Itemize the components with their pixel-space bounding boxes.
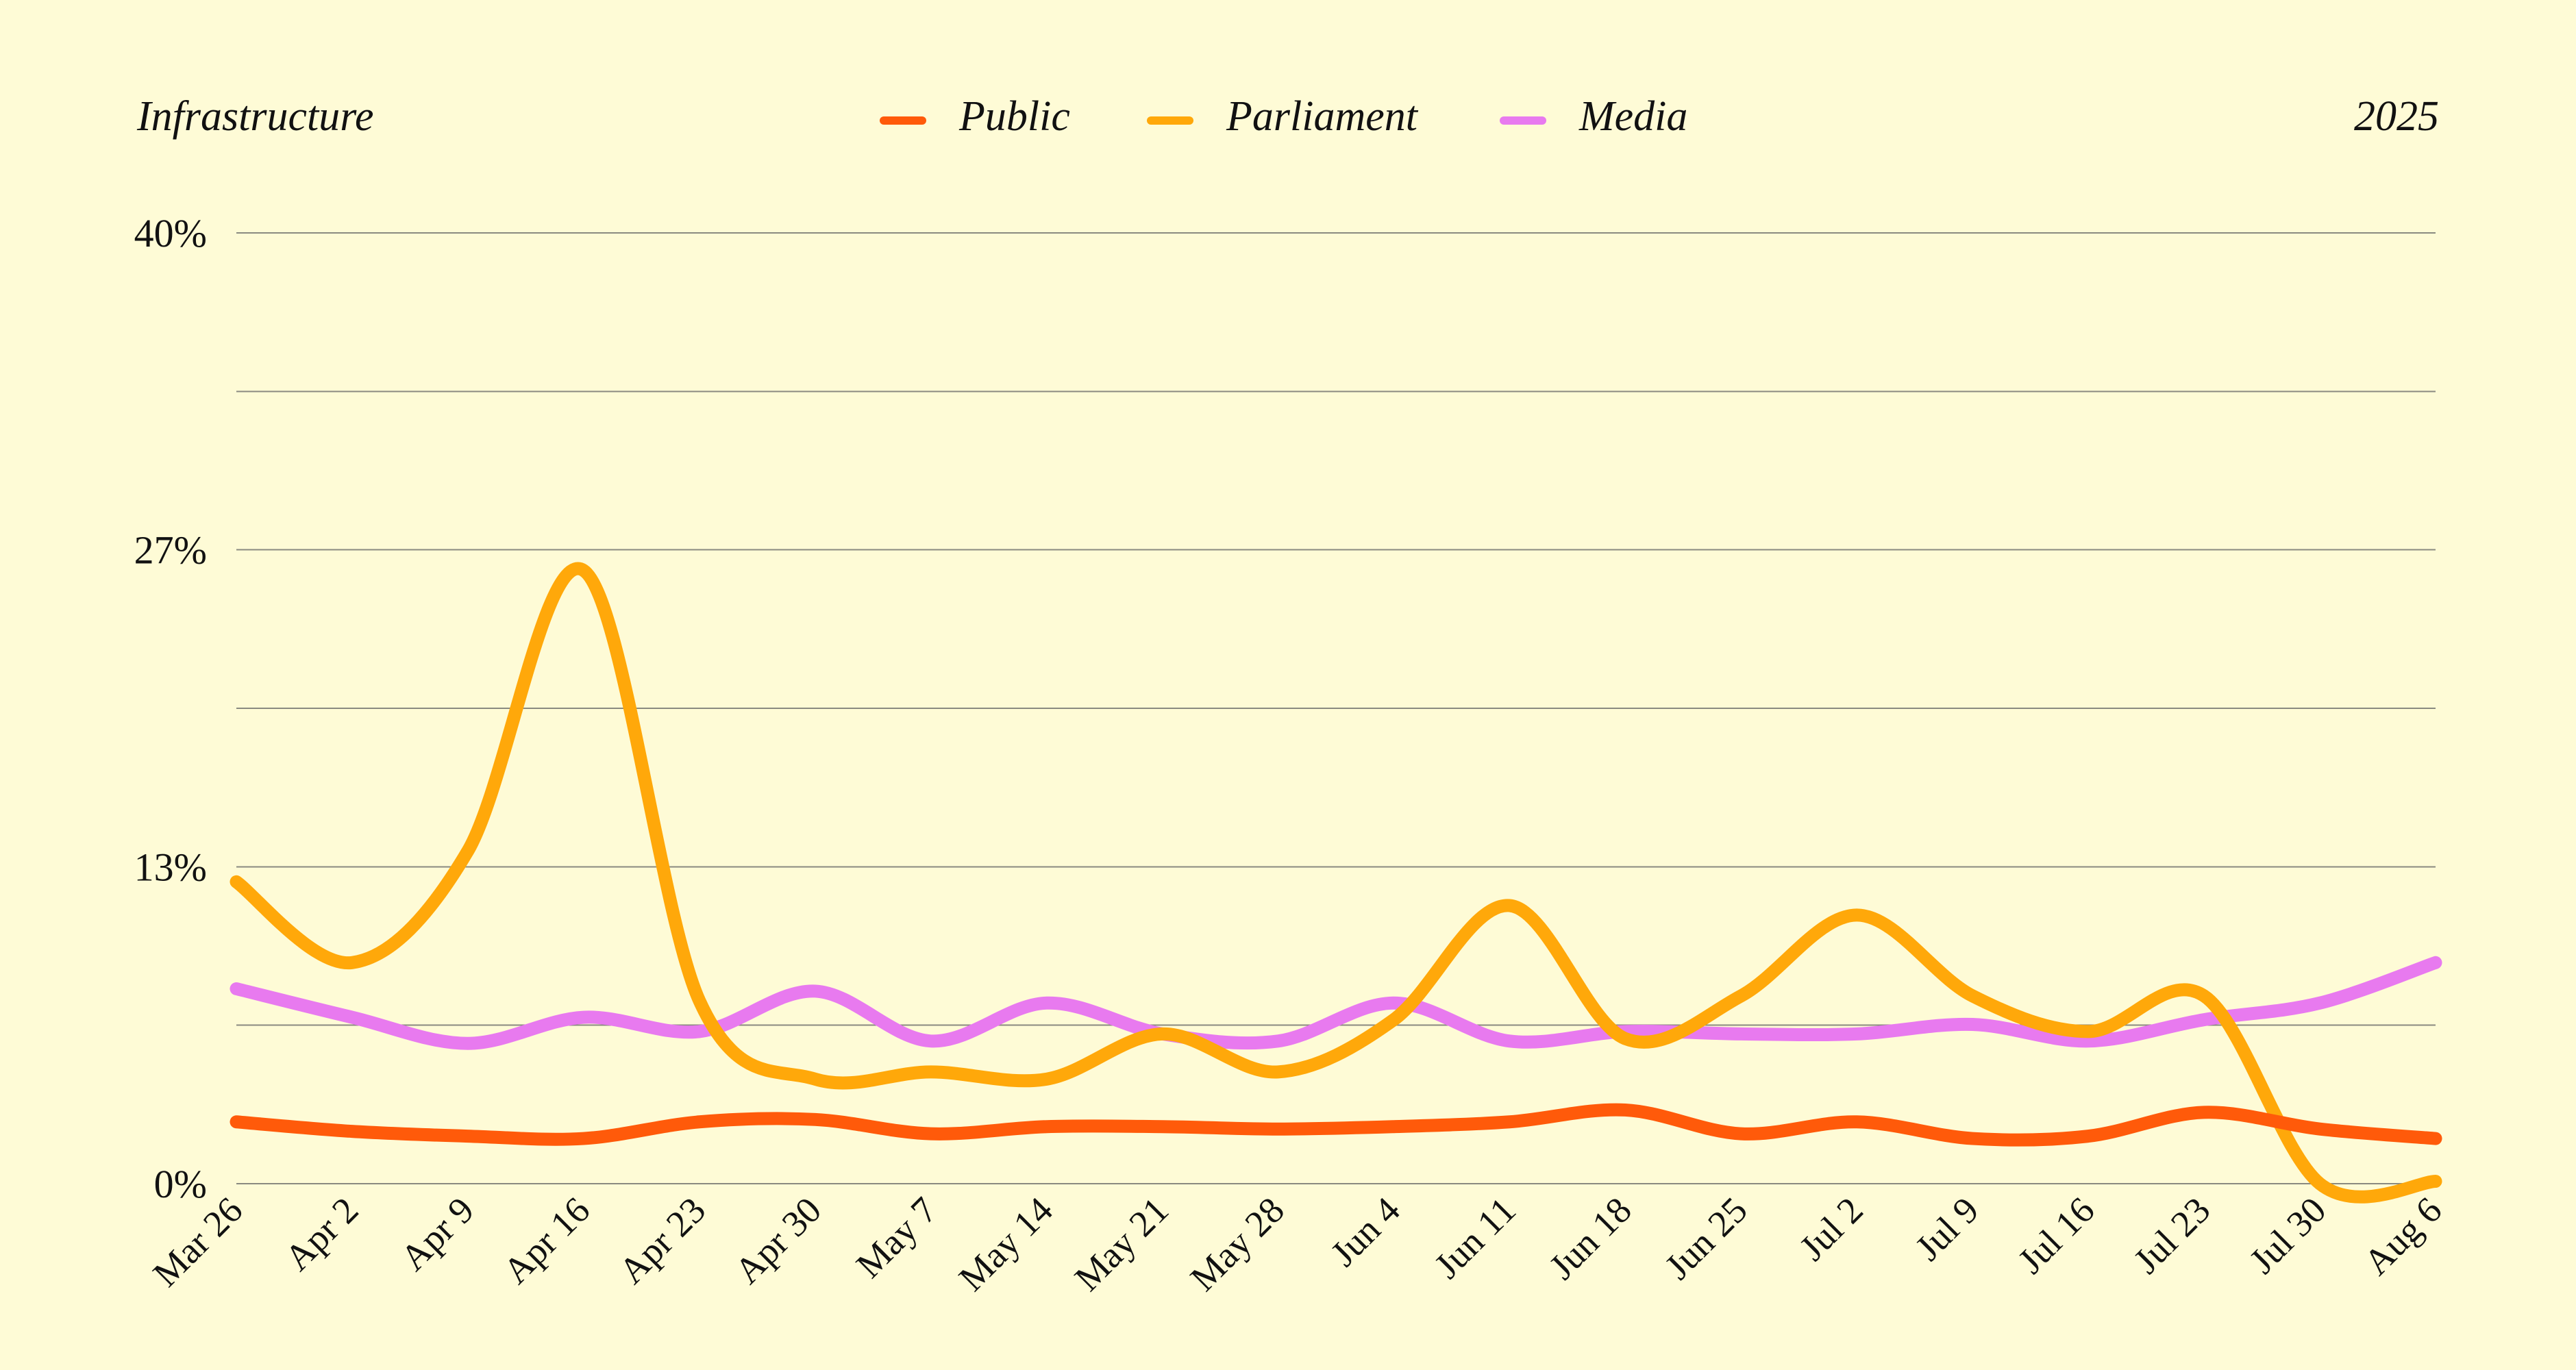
data-point-media <box>1278 1041 1279 1042</box>
data-point-parliament <box>1278 1071 1279 1073</box>
year-label: 2025 <box>2354 93 2439 140</box>
x-tick-label: Jul 16 <box>2010 1189 2103 1282</box>
data-point-public <box>1740 1133 1742 1134</box>
legend-label-parliament: Parliament <box>1226 93 1419 140</box>
series-group <box>230 562 2442 1204</box>
x-tick-label: Apr 2 <box>277 1189 366 1278</box>
data-point-public <box>1046 1126 1048 1128</box>
data-point-media <box>1393 1002 1394 1004</box>
x-tick-label: Jul 2 <box>1792 1189 1871 1269</box>
data-point-parliament <box>467 850 469 851</box>
data-point-public <box>1393 1126 1394 1128</box>
data-point-public <box>467 1136 469 1137</box>
data-point-public <box>1162 1126 1163 1128</box>
data-point-public <box>1624 1109 1626 1110</box>
x-tick-label: Apr 30 <box>727 1189 830 1292</box>
x-tick-label: Jul 9 <box>1907 1189 1987 1269</box>
data-point-public <box>351 1131 353 1132</box>
data-point-media <box>1972 1024 1973 1025</box>
data-point-public <box>1509 1121 1510 1123</box>
data-point-parliament <box>2088 1031 2089 1032</box>
data-point-public <box>1972 1138 1973 1139</box>
data-point-media <box>1509 1041 1510 1042</box>
x-tick-label: Jun 18 <box>1541 1189 1639 1287</box>
data-point-parliament <box>2203 995 2205 997</box>
data-point-media <box>351 1017 353 1018</box>
data-point-media <box>1856 1033 1857 1034</box>
x-tick-label: Apr 23 <box>611 1189 714 1292</box>
data-point-parliament <box>1393 1019 1394 1021</box>
data-point-media <box>1740 1033 1742 1034</box>
data-point-parliament <box>1046 1078 1048 1080</box>
data-point-parliament <box>1972 995 1973 997</box>
data-point-public <box>2203 1112 2205 1113</box>
data-point-parliament <box>699 1000 700 1001</box>
data-point-media <box>1046 1002 1048 1004</box>
data-point-public <box>815 1119 816 1120</box>
data-point-public <box>2435 1138 2436 1139</box>
data-point-media <box>815 991 816 992</box>
data-point-parliament <box>1162 1033 1163 1034</box>
data-point-media <box>467 1043 469 1044</box>
series-line-media <box>230 956 2442 1050</box>
y-tick-label: 40% <box>134 211 207 256</box>
y-tick-label: 13% <box>134 845 207 889</box>
series-line-parliament <box>230 562 2442 1204</box>
x-tick-label: Jun 25 <box>1657 1189 1755 1287</box>
data-point-media <box>2319 1002 2320 1004</box>
data-point-parliament <box>236 881 237 882</box>
x-tick-label: May 14 <box>951 1189 1061 1299</box>
data-point-parliament <box>1624 1038 1626 1039</box>
data-point-public <box>930 1133 932 1134</box>
y-axis: 0% 13% 27% 40% <box>134 211 207 1206</box>
x-tick-label: Jun 4 <box>1323 1189 1408 1274</box>
data-point-media <box>2435 962 2436 963</box>
data-point-parliament <box>583 570 584 571</box>
data-point-media <box>699 1031 700 1032</box>
x-tick-label: Aug 6 <box>2356 1189 2450 1283</box>
x-tick-label: Apr 16 <box>495 1189 598 1292</box>
data-point-parliament <box>2435 1181 2436 1182</box>
legend: Public Parliament Media <box>880 93 1687 140</box>
x-tick-label: May 28 <box>1182 1189 1292 1299</box>
legend-label-media: Media <box>1578 93 1687 140</box>
x-tick-label: Jun 11 <box>1426 1189 1524 1286</box>
chart-title: Infrastructure <box>136 93 374 140</box>
x-tick-label: Jul 23 <box>2126 1189 2218 1282</box>
data-point-parliament <box>1509 905 1510 906</box>
data-point-parliament <box>351 962 353 963</box>
x-tick-label: May 21 <box>1067 1189 1176 1299</box>
data-point-public <box>1856 1121 1857 1123</box>
data-point-public <box>1278 1128 1279 1130</box>
y-tick-label: 27% <box>134 528 207 573</box>
data-point-parliament <box>815 1078 816 1080</box>
x-tick-label: May 7 <box>848 1189 945 1286</box>
x-tick-label: Apr 9 <box>393 1189 482 1278</box>
legend-label-public: Public <box>958 93 1070 140</box>
x-tick-label: Jul 30 <box>2242 1189 2334 1282</box>
data-point-parliament <box>2319 1183 2320 1184</box>
data-point-media <box>930 1041 932 1042</box>
y-tick-label: 0% <box>154 1162 207 1206</box>
data-point-media <box>583 1017 584 1018</box>
data-point-media <box>2203 1019 2205 1021</box>
data-point-parliament <box>930 1071 932 1073</box>
data-point-media <box>236 988 237 989</box>
series-line-public <box>230 1103 2442 1147</box>
data-point-public <box>583 1138 584 1139</box>
data-point-parliament <box>1740 995 1742 997</box>
data-point-public <box>236 1121 237 1123</box>
data-point-parliament <box>1856 914 1857 916</box>
data-point-public <box>699 1121 700 1123</box>
data-point-public <box>2319 1128 2320 1130</box>
data-point-public <box>2088 1136 2089 1137</box>
data-point-media <box>2088 1041 2089 1042</box>
